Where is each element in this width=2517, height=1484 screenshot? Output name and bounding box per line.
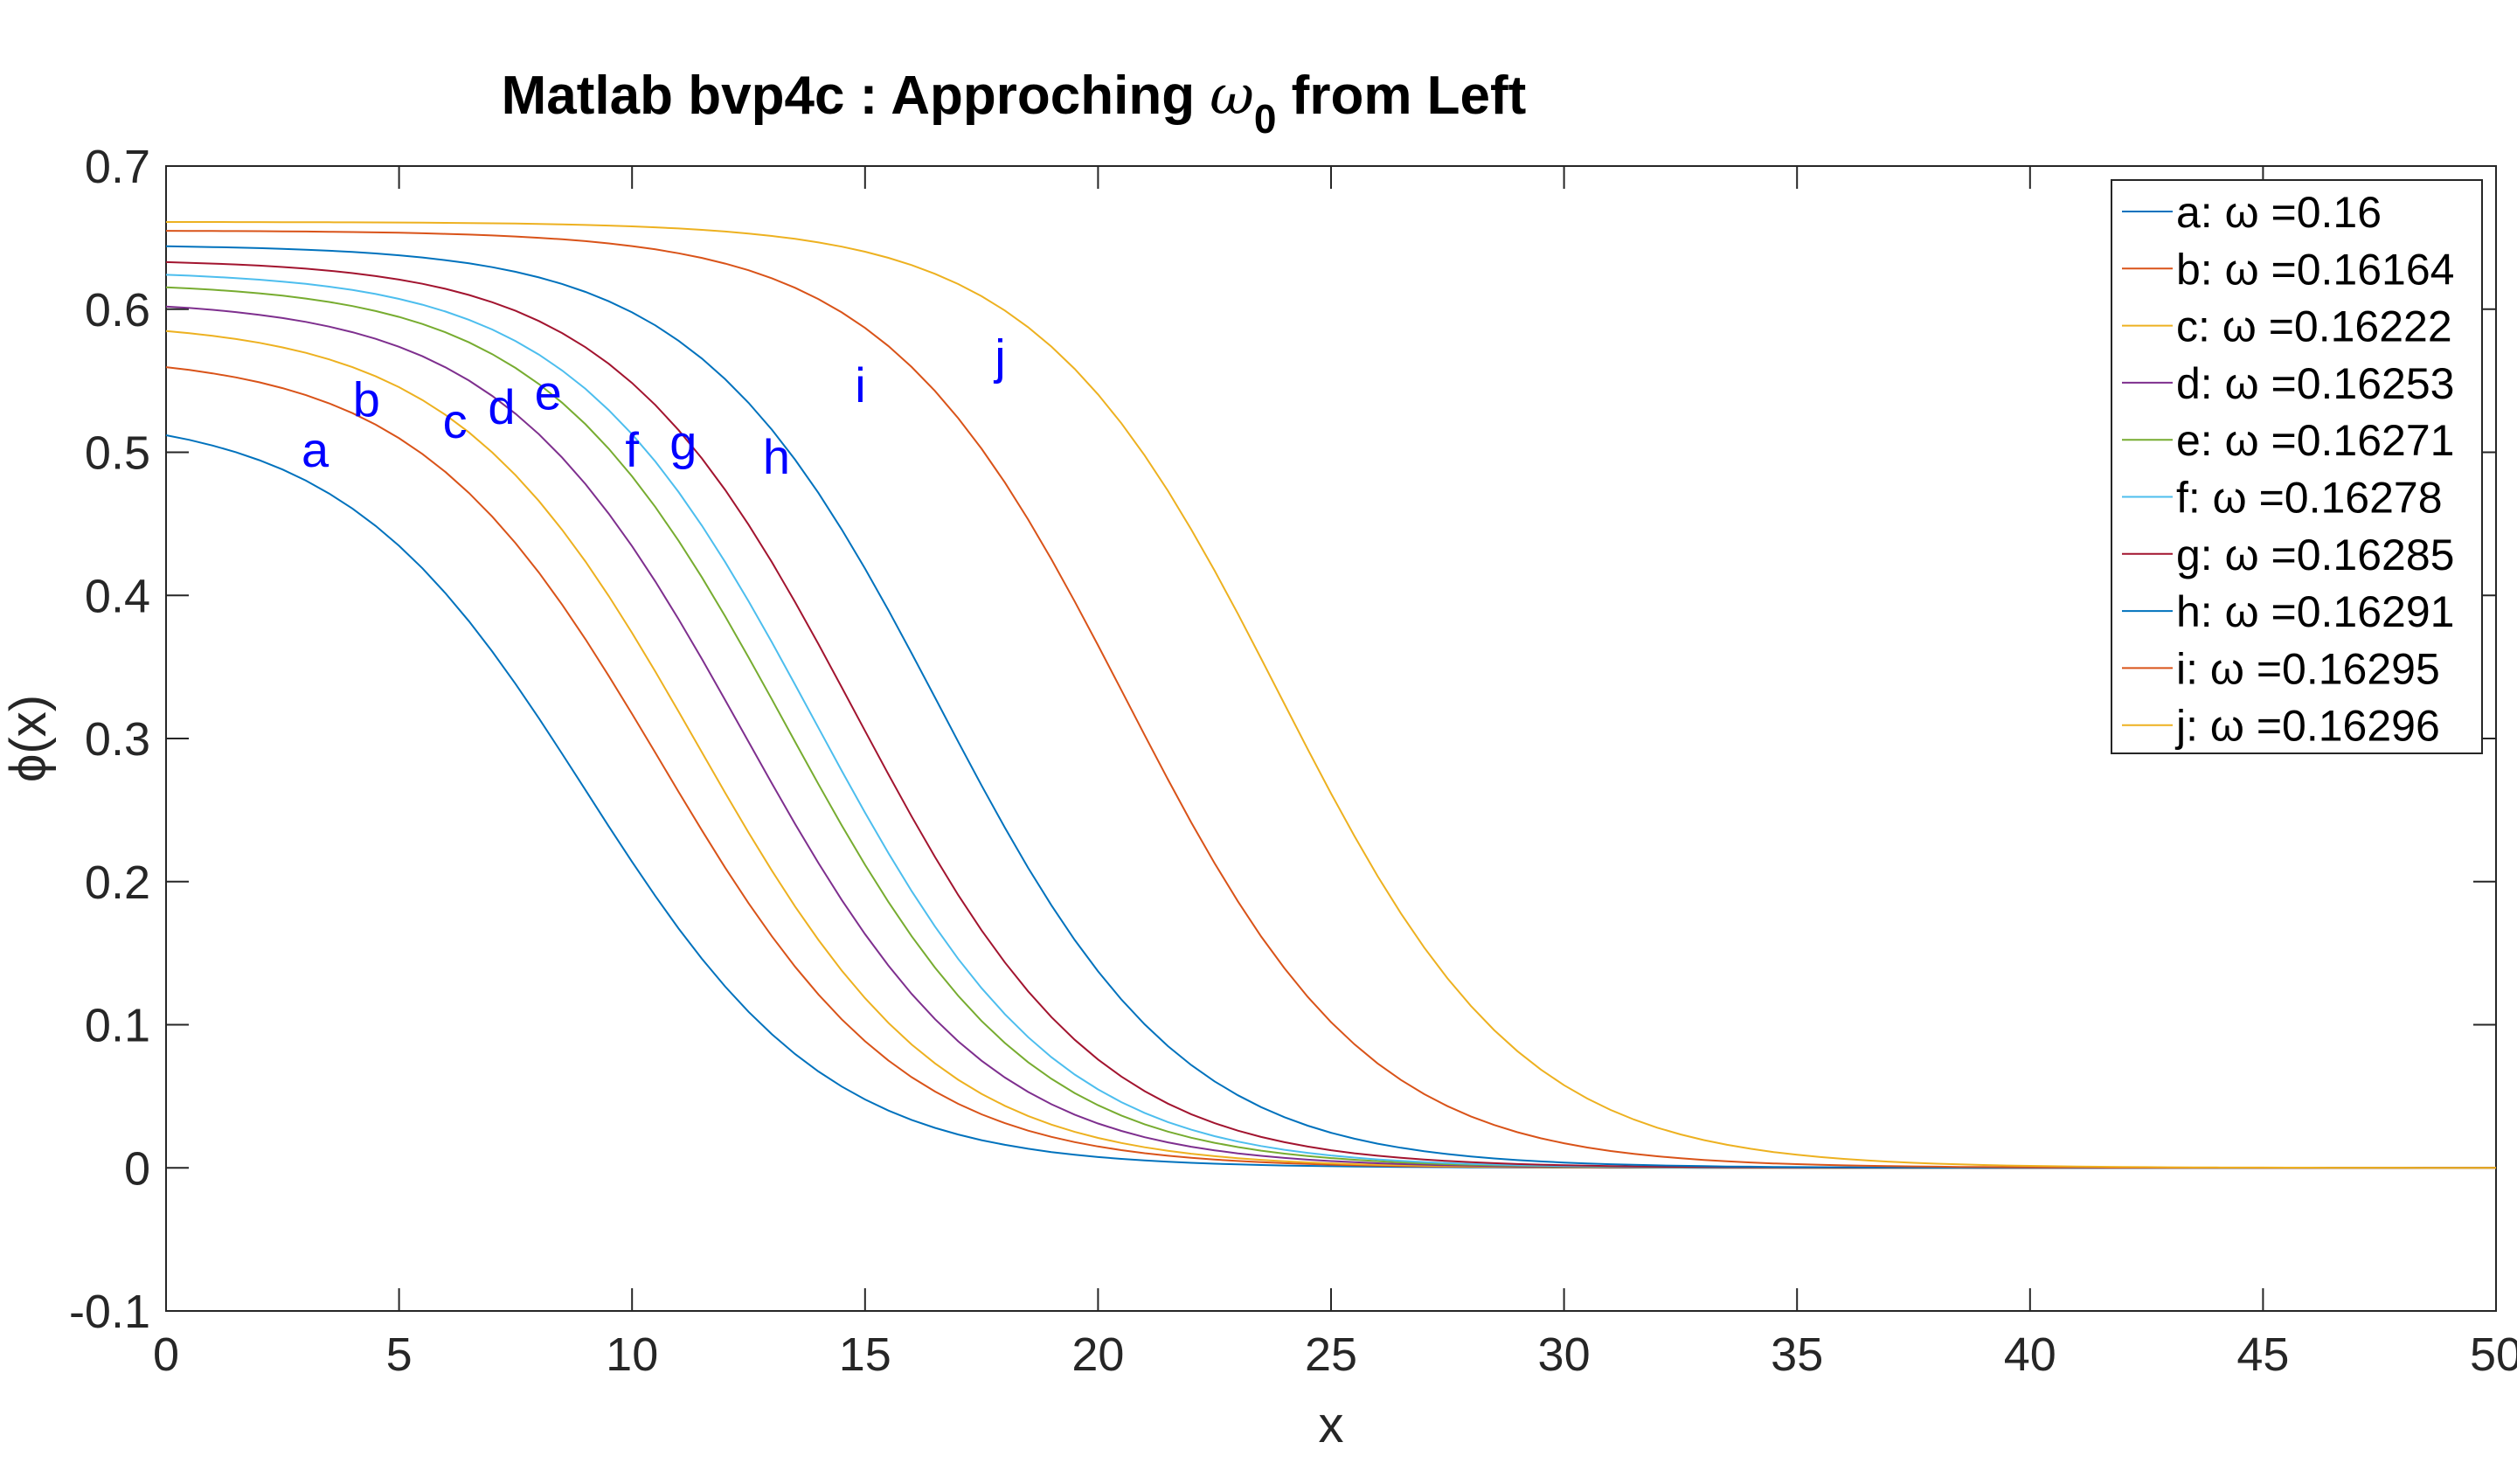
x-axis-label: x: [1319, 1397, 1344, 1453]
y-tick-label: 0.4: [85, 570, 150, 622]
legend-entry-d: d: ω =0.16253: [2176, 359, 2454, 408]
y-tick-label: 0.5: [85, 427, 150, 480]
x-tick-label: 10: [606, 1328, 658, 1381]
curve-label-j: j: [993, 329, 1005, 384]
curve-label-b: b: [353, 372, 380, 427]
series-lines: [165, 221, 2496, 1169]
chart-title-subscript: 0: [1254, 96, 1277, 142]
legend-entry-h: h: ω =0.16291: [2176, 587, 2454, 636]
legend-entry-a: a: ω =0.16: [2176, 188, 2382, 237]
y-tick-label: 0.2: [85, 856, 150, 909]
x-tick-label: 35: [1771, 1328, 1823, 1381]
curve-labels: ab c d e f g h i j: [302, 329, 1006, 484]
y-tick-label: 0: [124, 1142, 150, 1195]
y-tick-label: -0.1: [69, 1286, 150, 1338]
legend-entry-i: i: ω =0.16295: [2176, 644, 2440, 693]
curve-label-g: g: [669, 415, 697, 470]
x-tick-label: 20: [1071, 1328, 1124, 1381]
x-tick-label: 45: [2236, 1328, 2289, 1381]
y-tick-label: 0.3: [85, 713, 150, 766]
y-tick-label: 0.7: [85, 141, 150, 193]
axis-ticks: [165, 165, 2497, 1312]
curve-label-h: h: [763, 429, 790, 484]
y-axis-tick-labels: -0.1 0 0.1 0.2 0.3 0.4 0.5 0.6 0.7: [69, 141, 150, 1338]
chart-title-symbol: ω: [1210, 63, 1254, 127]
curve-label-d: d: [488, 379, 515, 434]
x-tick-label: 15: [839, 1328, 891, 1381]
chart-title-prefix: Matlab bvp4c : Approching: [502, 66, 1210, 126]
curve-label-i: i: [855, 357, 865, 413]
x-tick-label: 40: [2004, 1328, 2056, 1381]
legend-entry-c: c: ω =0.16222: [2176, 302, 2452, 351]
y-tick-label: 0.6: [85, 284, 150, 336]
legend-box: [2111, 179, 2483, 754]
series-line-j: [166, 221, 2496, 1169]
legend: a: ω =0.16 b: ω =0.16164 c: ω =0.16222 d: ω…: [2111, 179, 2483, 754]
chart-title-suffix: from Left: [1276, 66, 1526, 126]
curve-label-a: a: [302, 422, 329, 477]
curve-label-c: c: [443, 393, 468, 448]
y-tick-label: 0.1: [85, 1000, 150, 1052]
x-tick-label: 30: [1538, 1328, 1591, 1381]
legend-entry-g: g: ω =0.16285: [2176, 530, 2454, 579]
legend-entry-b: b: ω =0.16164: [2176, 245, 2454, 294]
y-axis-label: ϕ(x): [0, 695, 57, 782]
legend-entry-j: j: ω =0.16296: [2174, 702, 2440, 751]
x-tick-label: 5: [386, 1328, 413, 1381]
curve-label-e: e: [535, 364, 562, 420]
legend-entry-f: f: ω =0.16278: [2176, 474, 2443, 523]
x-tick-label: 0: [153, 1328, 179, 1381]
x-axis-tick-labels: 0 5 10 15 20 25 30 35 40 45 50: [153, 1328, 2517, 1381]
x-tick-label: 25: [1305, 1328, 1357, 1381]
legend-entry-e: e: ω =0.16271: [2176, 416, 2454, 465]
chart-title: Matlab bvp4c : Approching ω0 from Left: [502, 63, 1527, 142]
x-tick-label: 50: [2470, 1328, 2517, 1381]
curve-label-f: f: [625, 422, 639, 477]
